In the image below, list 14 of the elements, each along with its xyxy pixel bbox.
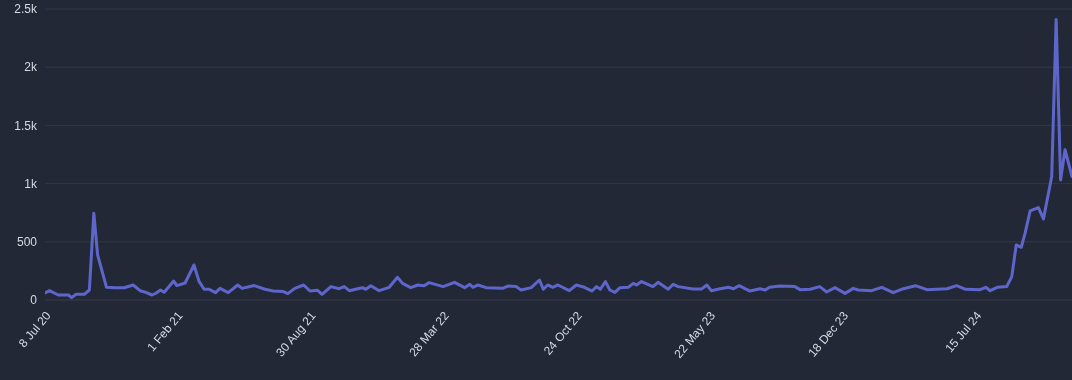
y-tick-label: 2.5k (14, 2, 38, 17)
line-series (45, 18, 1072, 300)
x-tick-label: 15 Jul 24 (942, 308, 985, 356)
y-tick-label: 1k (24, 176, 38, 191)
x-tick-label: 8 Jul 20 (15, 308, 54, 351)
y-tick-label: 500 (16, 235, 38, 250)
y-tick-label: 1.5k (14, 118, 38, 133)
x-tick-label: 24 Oct 22 (540, 308, 586, 358)
x-tick-label: 1 Feb 21 (144, 308, 186, 355)
x-tick-label: 18 Dec 23 (805, 308, 852, 360)
x-tick-label: 28 Mar 22 (406, 308, 452, 360)
y-tick-label: 2k (24, 60, 38, 75)
x-tick-label: 30 Aug 21 (273, 308, 319, 360)
y-tick-label: 0 (30, 293, 38, 308)
